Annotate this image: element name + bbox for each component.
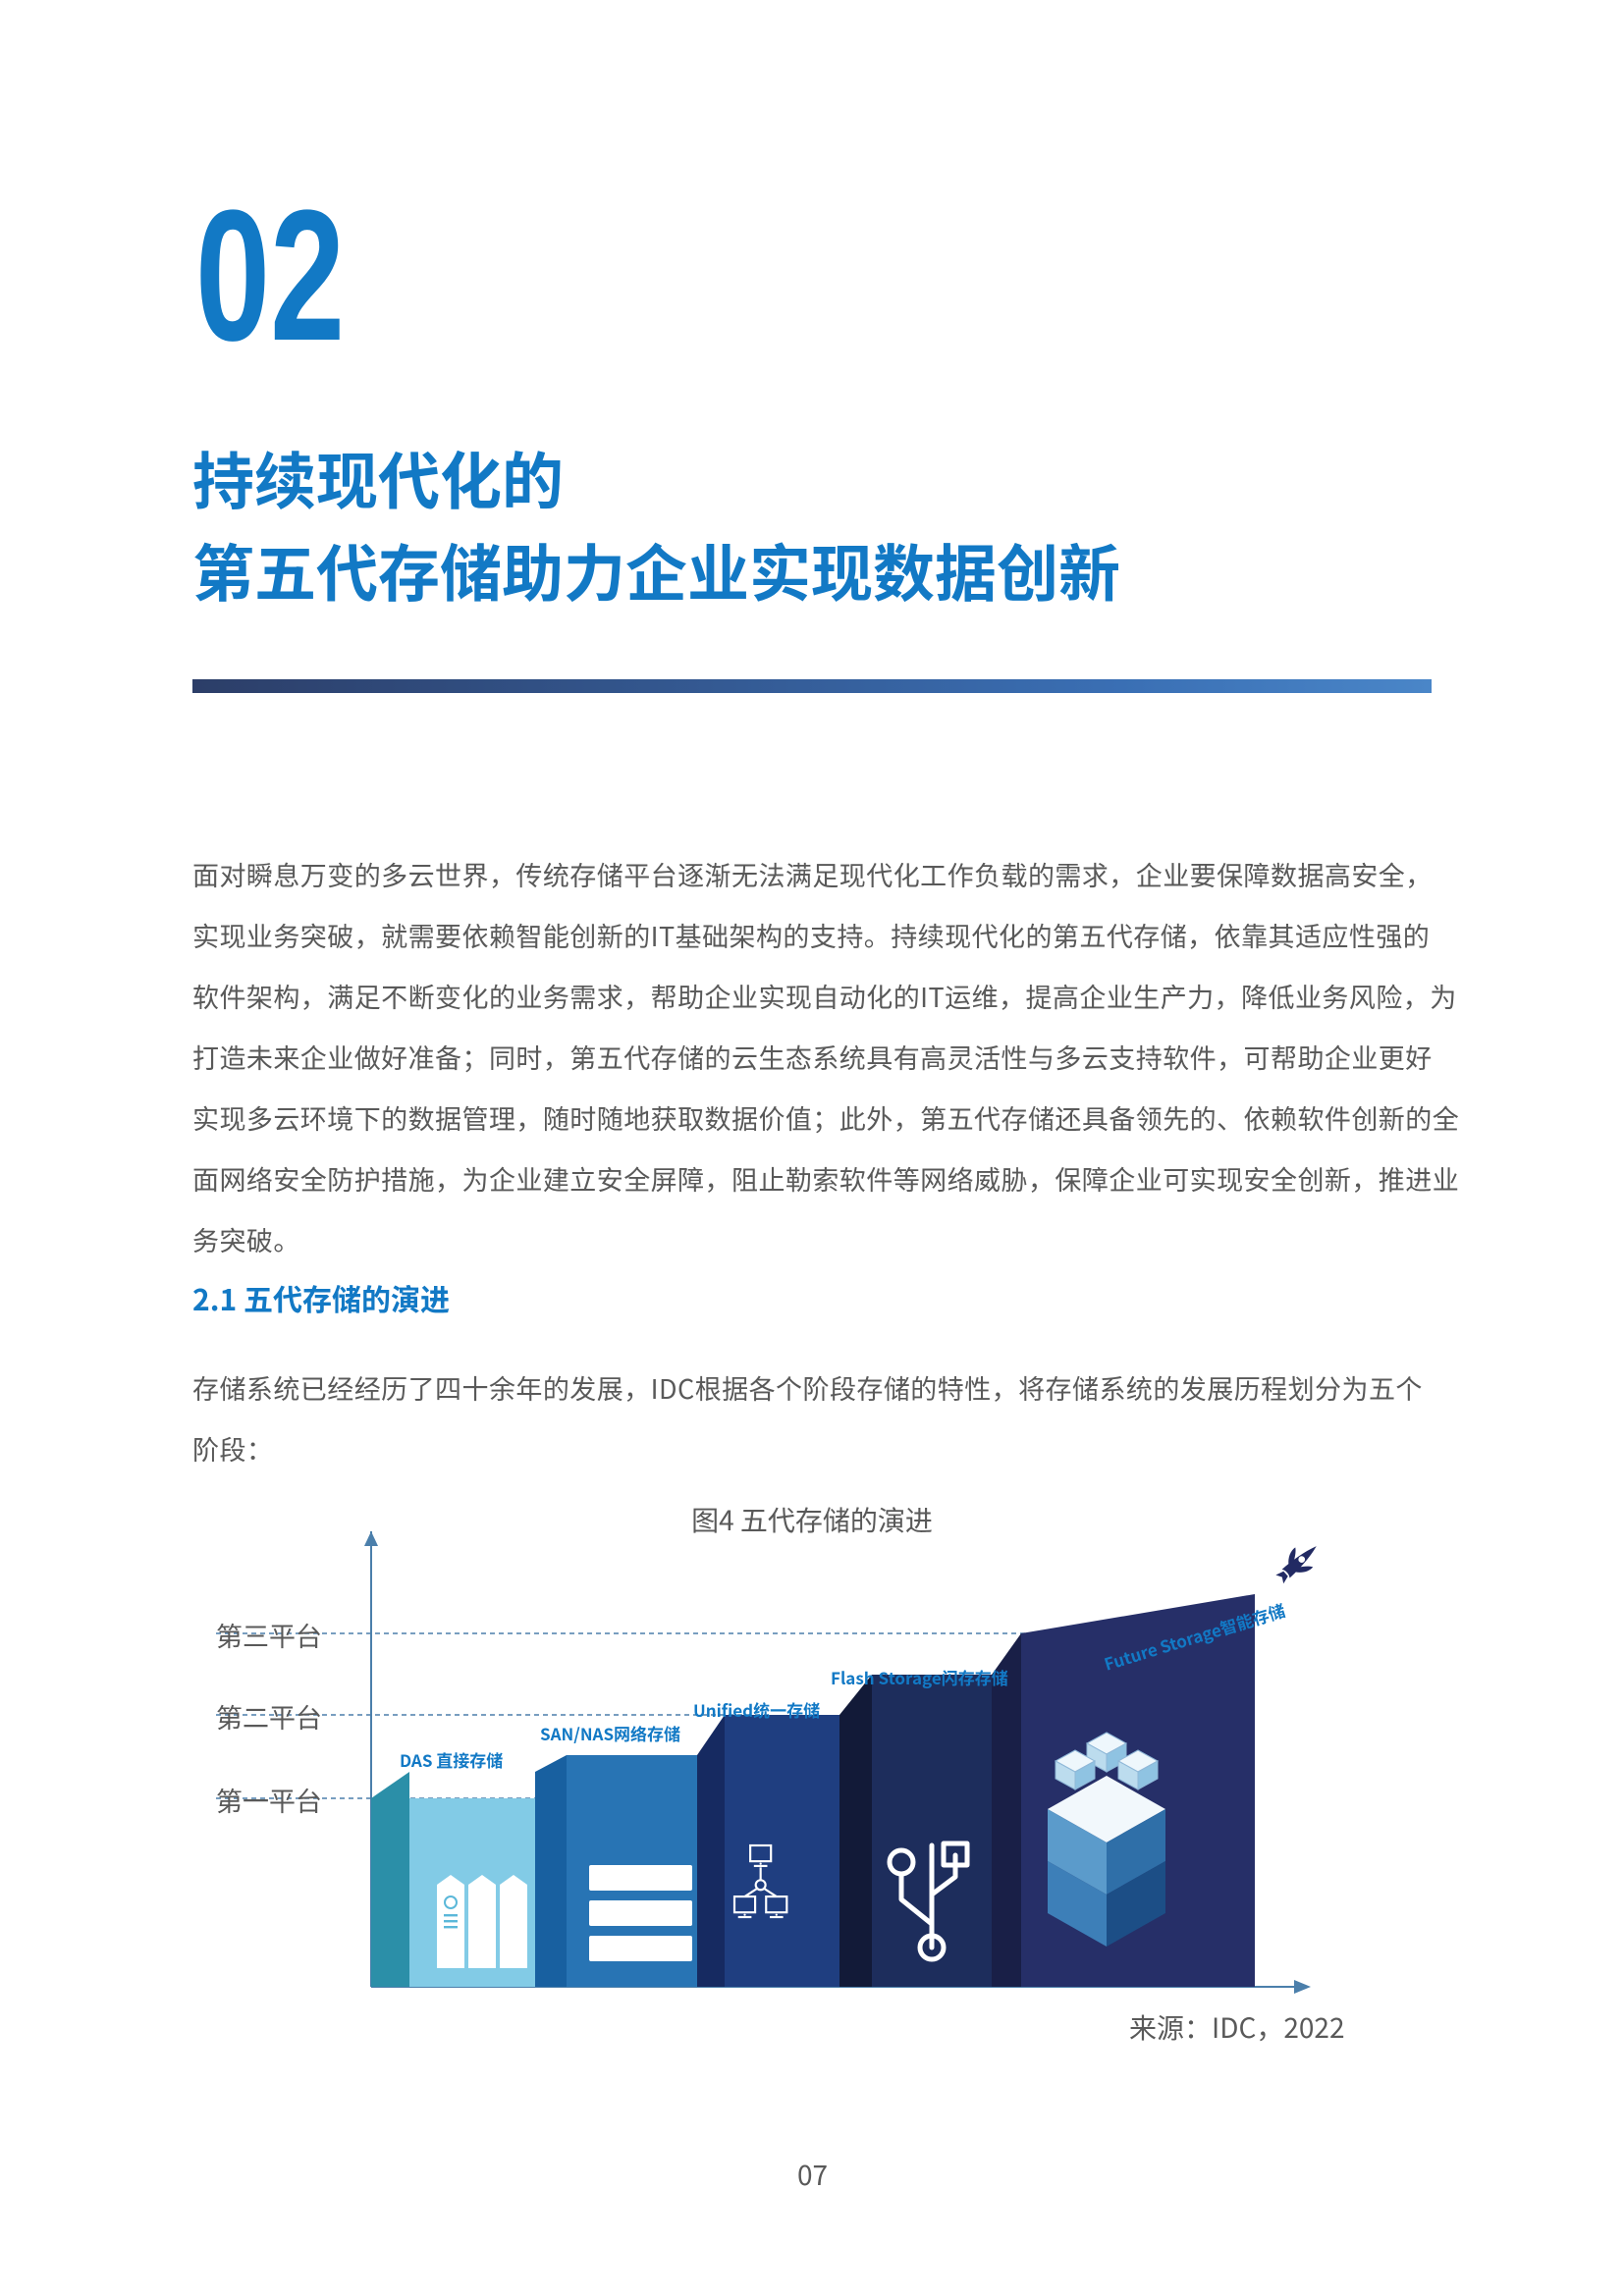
svg-text:第一平台: 第一平台: [216, 1781, 322, 1819]
svg-text:Unified统一存储: Unified统一存储: [693, 1697, 820, 1722]
svg-text:Flash Storage闪存存储: Flash Storage闪存存储: [831, 1665, 1008, 1689]
svg-text:DAS 直接存储: DAS 直接存储: [400, 1747, 503, 1772]
svg-text:第三平台: 第三平台: [216, 1616, 322, 1654]
svg-text:第二平台: 第二平台: [216, 1697, 322, 1735]
svg-text:SAN/NAS网络存储: SAN/NAS网络存储: [540, 1721, 680, 1745]
